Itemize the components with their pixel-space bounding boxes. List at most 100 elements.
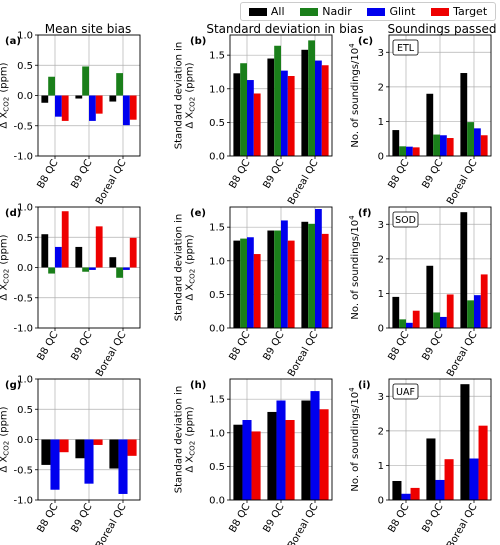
bar-all [301,221,309,328]
bar-all [392,130,400,156]
y-tick-label: 0.0 [17,263,33,274]
bar-target [253,93,261,156]
legend-swatch-glint [367,7,386,16]
legend-swatch-target [431,7,450,16]
y-tick-label: 0.0 [209,152,225,163]
bar-glint [474,295,481,328]
y-tick-label: -1.0 [13,324,33,335]
bar-all [75,95,83,99]
bar-glint [310,391,320,500]
bar-nadir [274,230,281,328]
bar-nadir [82,66,89,96]
y-tick-label: 0 [378,496,384,507]
bar-nadir [308,223,315,328]
bar-glint [406,146,413,156]
x-tick-label: B9 QC [69,158,94,191]
x-tick-label: B8 QC [386,502,411,535]
bar-glint [474,128,481,156]
bar-all [41,439,51,465]
y-tick-label: 3 [378,392,384,403]
panel-h: 0.0 0.5 1.0 1.5 B8 QC B9 QC Boreal QC (h) Standa… [174,378,333,545]
bar-nadir [399,146,406,156]
panel-label: (h) [190,380,206,391]
y-tick-label: 1.0 [17,31,33,42]
x-tick-label: B8 QC [386,330,411,363]
y-tick-label: 0.0 [17,435,33,446]
panel-label: (d) [5,208,21,219]
bar-target [287,240,295,328]
bar-target [412,147,420,156]
y-axis-label: Δ XCO2 (ppm) [0,406,11,472]
x-tick-label: B9 QC [261,330,286,363]
x-tick-label: B9 QC [69,330,94,363]
legend-item-nadir: Nadir [300,5,352,18]
x-tick-label: B8 QC [35,158,60,191]
y-axis-label: Δ XCO2 (ppm) [185,406,197,472]
bar-glint [435,479,445,500]
bar-all [301,400,311,500]
y-tick-label: -1.0 [13,152,33,163]
x-tick-label: Boreal QC [445,158,480,207]
y-tick-label: 1.5 [209,395,225,406]
bar-target [129,237,137,268]
y-tick-label: -1.0 [13,496,33,507]
y-tick-label: 1.0 [209,428,225,439]
bar-target [61,211,69,268]
y-tick-label: 0.0 [209,324,225,335]
bar-all [267,411,277,500]
bar-target [129,95,137,120]
y-axis-label: Δ XCO2 (ppm) [0,62,11,128]
bar-target [321,233,329,328]
y-tick-label: 1.0 [209,256,225,267]
y-tick-label: 0.0 [17,91,33,102]
y-axis-label: Standard deviation in [174,214,185,321]
bar-glint [440,135,447,156]
y-tick-label: 0.5 [17,61,33,72]
bar-all [392,296,400,328]
bar-glint [242,420,252,500]
bar-target [321,65,329,156]
bar-glint [247,237,254,328]
y-axis-label: Δ XCO2 (ppm) [0,234,11,300]
bar-all [426,265,434,328]
y-tick-label: 1.0 [209,84,225,95]
y-tick-label: 0.5 [17,233,33,244]
bar-nadir [433,134,440,156]
x-tick-label: Boreal QC [286,502,321,545]
bar-all [109,439,119,469]
y-tick-label: 1.5 [209,223,225,234]
bar-glint [401,493,411,500]
y-tick-label: 3 [378,220,384,231]
site-label: ETL [397,43,415,54]
legend-label-glint: Glint [389,5,416,18]
y-tick-label: 1 [378,117,384,128]
column-title-mean-bias: Mean site bias [44,22,132,36]
bar-glint [281,220,288,328]
column-title-std-bias: Standard deviation in bias [206,22,364,36]
bar-target [285,420,295,500]
bar-glint [315,209,322,328]
x-tick-label: Boreal QC [445,502,480,545]
bar-all [301,49,309,156]
bar-all [426,438,436,500]
bar-target [446,138,454,156]
bar-glint [440,316,447,328]
panel-c: 0 1 2 3 B8 QC B9 QC Boreal QC (c)No. of soundin… [348,34,492,207]
legend-item-target: Target [431,5,487,18]
bar-target [95,226,103,268]
legend-swatch-all [248,7,267,16]
y-tick-label: 1.5 [209,51,225,62]
bar-target [127,439,137,456]
y-tick-label: 0 [378,152,384,163]
y-axis-label: No. of soundings/104 [348,215,361,320]
bar-all [426,93,434,156]
bar-target [251,431,261,500]
y-tick-label: -0.5 [13,465,33,476]
y-tick-label: 2 [378,426,384,437]
bar-all [75,439,85,459]
bar-nadir [48,76,55,96]
bar-target [480,274,488,328]
